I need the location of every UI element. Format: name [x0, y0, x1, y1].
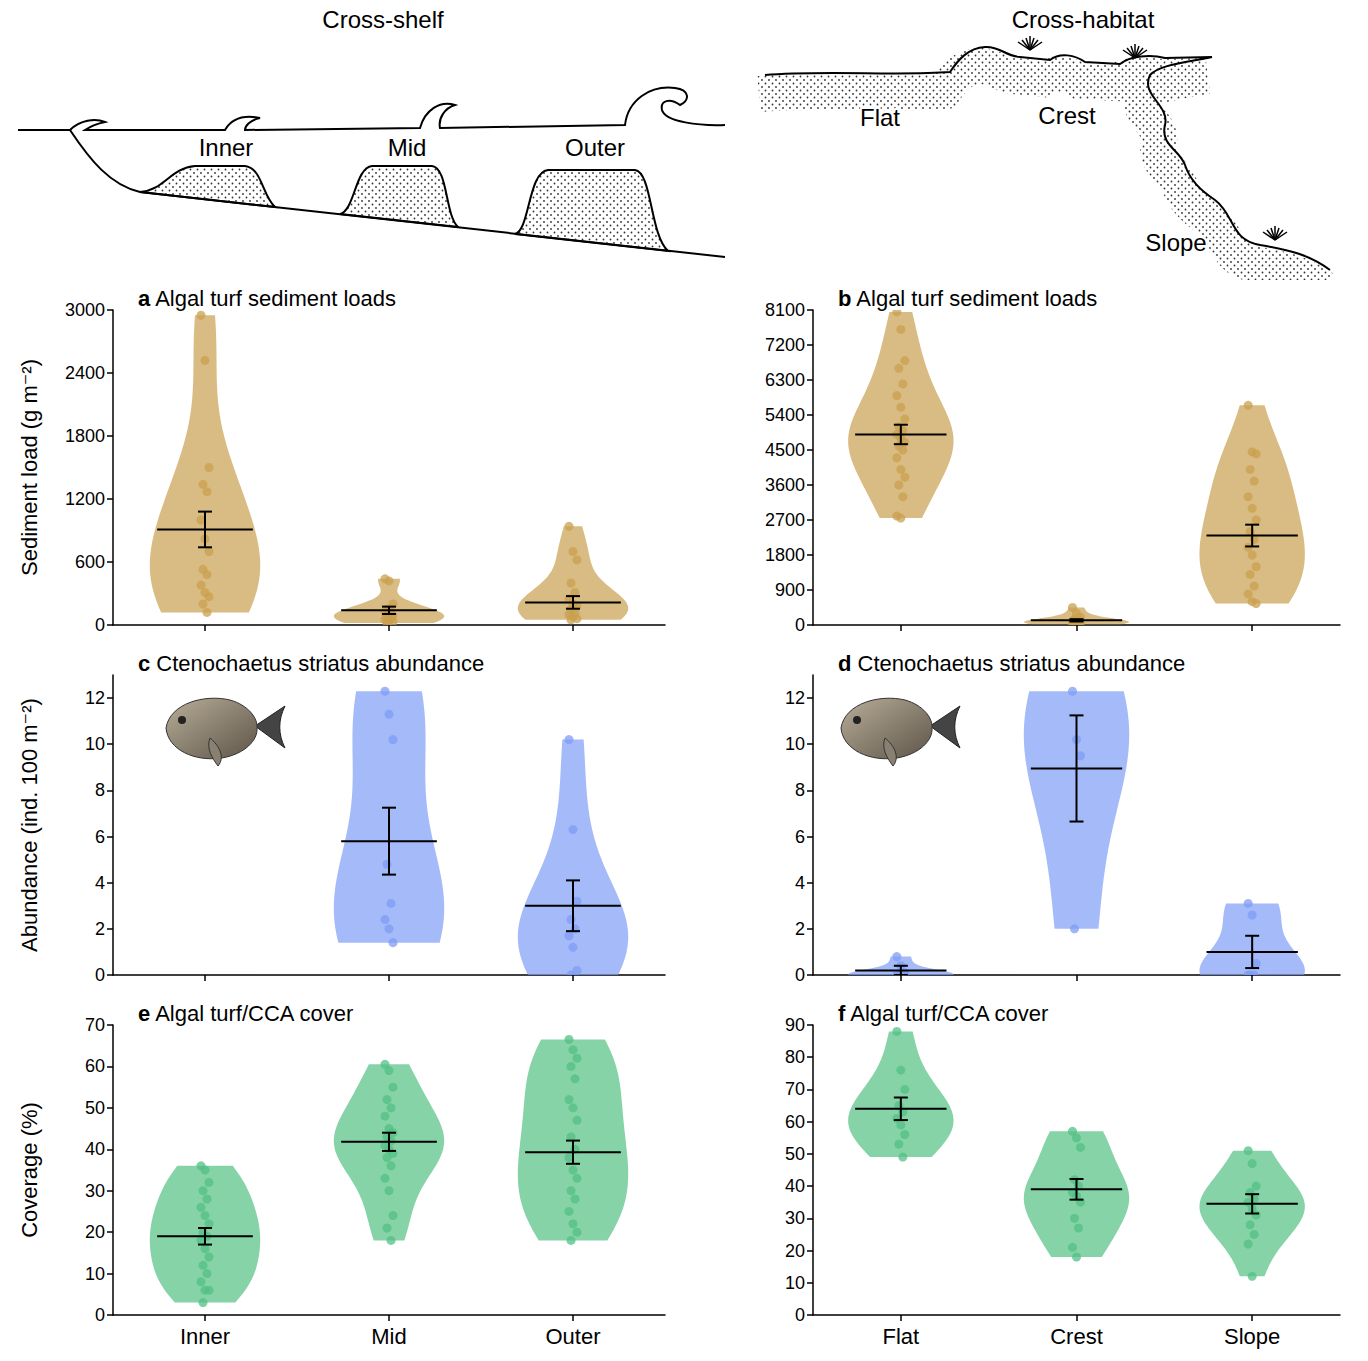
svg-text:Outer: Outer	[565, 134, 625, 161]
svg-text:Mid: Mid	[371, 1324, 406, 1349]
svg-text:2400: 2400	[65, 363, 105, 383]
svg-text:Cross-shelf: Cross-shelf	[322, 6, 444, 33]
svg-text:Sediment load (g m⁻²): Sediment load (g m⁻²)	[17, 359, 42, 576]
svg-text:10: 10	[785, 1273, 805, 1293]
svg-text:7200: 7200	[765, 335, 805, 355]
svg-text:Slope: Slope	[1145, 229, 1206, 256]
svg-text:4: 4	[95, 873, 105, 893]
svg-text:50: 50	[785, 1144, 805, 1164]
svg-text:Slope: Slope	[1224, 1324, 1280, 1349]
svg-text:10: 10	[85, 734, 105, 754]
svg-text:0: 0	[95, 965, 105, 985]
svg-text:5400: 5400	[765, 405, 805, 425]
svg-text:Outer: Outer	[545, 1324, 600, 1349]
svg-text:900: 900	[775, 580, 805, 600]
svg-text:8: 8	[95, 780, 105, 800]
svg-text:d: d	[838, 651, 851, 676]
svg-text:Mid: Mid	[388, 134, 427, 161]
svg-text:Abundance (ind. 100 m⁻²): Abundance (ind. 100 m⁻²)	[17, 698, 42, 952]
svg-text:90: 90	[785, 1015, 805, 1035]
svg-text:8: 8	[795, 780, 805, 800]
svg-text:e: e	[138, 1001, 150, 1026]
svg-text:3600: 3600	[765, 475, 805, 495]
svg-text:6: 6	[95, 827, 105, 847]
svg-text:10: 10	[785, 734, 805, 754]
svg-text:20: 20	[85, 1222, 105, 1242]
svg-text:Coverage (%): Coverage (%)	[17, 1102, 42, 1238]
svg-text:0: 0	[95, 1305, 105, 1325]
svg-text:Inner: Inner	[199, 134, 254, 161]
svg-text:Algal turf sediment loads: Algal turf sediment loads	[851, 286, 1097, 311]
svg-text:50: 50	[85, 1098, 105, 1118]
svg-text:4500: 4500	[765, 440, 805, 460]
svg-text:Crest: Crest	[1038, 102, 1096, 129]
svg-text:Ctenochaetus striatus abundanc: Ctenochaetus striatus abundance	[851, 651, 1185, 676]
svg-text:0: 0	[795, 1305, 805, 1325]
svg-text:1800: 1800	[765, 545, 805, 565]
svg-text:Ctenochaetus striatus abundanc: Ctenochaetus striatus abundance	[150, 651, 484, 676]
svg-text:Cross-habitat: Cross-habitat	[1012, 6, 1155, 33]
svg-text:0: 0	[795, 965, 805, 985]
svg-text:20: 20	[785, 1241, 805, 1261]
svg-text:70: 70	[85, 1015, 105, 1035]
svg-text:80: 80	[785, 1047, 805, 1067]
svg-text:2: 2	[95, 919, 105, 939]
svg-text:30: 30	[85, 1181, 105, 1201]
svg-text:6300: 6300	[765, 370, 805, 390]
svg-text:Algal turf/CCA cover: Algal turf/CCA cover	[845, 1001, 1048, 1026]
svg-text:4: 4	[795, 873, 805, 893]
svg-text:Flat: Flat	[882, 1324, 919, 1349]
svg-text:2: 2	[795, 919, 805, 939]
svg-text:3000: 3000	[65, 300, 105, 320]
svg-text:40: 40	[785, 1176, 805, 1196]
svg-text:Crest: Crest	[1050, 1324, 1103, 1349]
svg-text:2700: 2700	[765, 510, 805, 530]
svg-text:f: f	[838, 1000, 846, 1026]
svg-text:Algal turf sediment loads: Algal turf sediment loads	[150, 286, 396, 311]
svg-text:40: 40	[85, 1139, 105, 1159]
svg-text:60: 60	[785, 1112, 805, 1132]
svg-text:6: 6	[795, 827, 805, 847]
svg-text:600: 600	[75, 552, 105, 572]
svg-text:1200: 1200	[65, 489, 105, 509]
svg-text:c: c	[138, 651, 150, 676]
svg-text:Flat: Flat	[860, 104, 900, 131]
svg-text:12: 12	[85, 688, 105, 708]
svg-text:1800: 1800	[65, 426, 105, 446]
svg-text:a: a	[138, 286, 151, 311]
svg-text:70: 70	[785, 1079, 805, 1099]
svg-text:30: 30	[785, 1208, 805, 1228]
svg-text:60: 60	[85, 1056, 105, 1076]
svg-text:0: 0	[95, 615, 105, 635]
svg-text:10: 10	[85, 1264, 105, 1284]
svg-text:Algal turf/CCA cover: Algal turf/CCA cover	[150, 1001, 353, 1026]
svg-text:0: 0	[795, 615, 805, 635]
svg-text:Inner: Inner	[180, 1324, 230, 1349]
svg-text:12: 12	[785, 688, 805, 708]
svg-text:8100: 8100	[765, 300, 805, 320]
svg-text:b: b	[838, 286, 851, 311]
